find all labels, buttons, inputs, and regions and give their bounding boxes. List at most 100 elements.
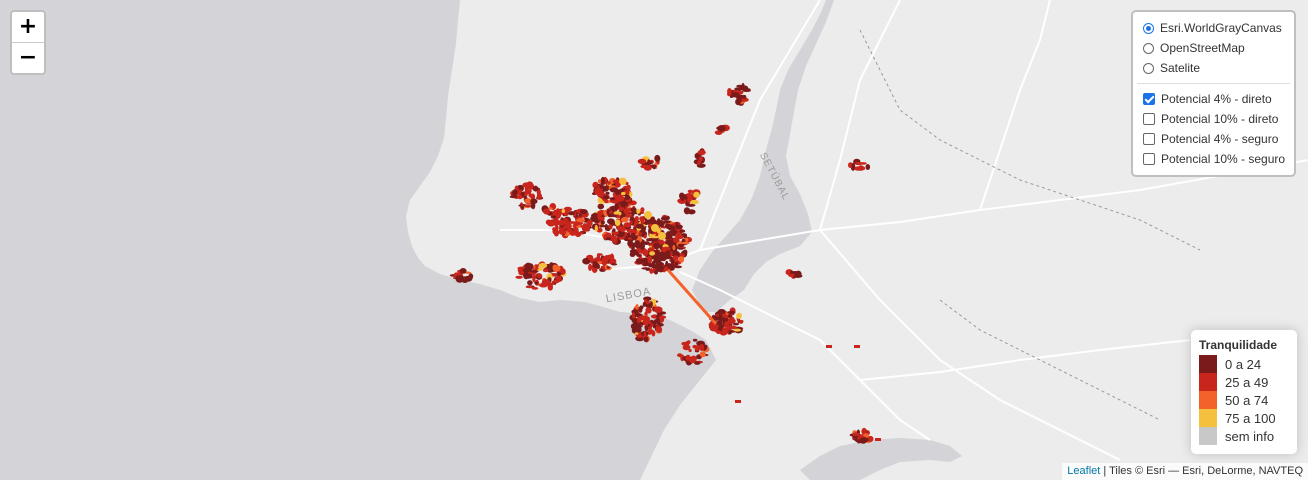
tranquilidade-polygon[interactable] bbox=[875, 438, 881, 441]
tranquilidade-polygon[interactable] bbox=[692, 338, 698, 342]
tranquilidade-polygon[interactable] bbox=[625, 213, 631, 218]
tranquilidade-polygon[interactable] bbox=[717, 125, 726, 132]
tranquilidade-polygon[interactable] bbox=[735, 98, 741, 106]
tranquilidade-polygon[interactable] bbox=[555, 276, 560, 281]
tranquilidade-polygon[interactable] bbox=[640, 218, 645, 225]
tranquilidade-polygon[interactable] bbox=[626, 228, 636, 234]
tranquilidade-polygon[interactable] bbox=[604, 223, 608, 231]
tranquilidade-polygon[interactable] bbox=[679, 229, 686, 233]
tranquilidade-polygon[interactable] bbox=[855, 166, 860, 171]
tranquilidade-polygon[interactable] bbox=[611, 231, 619, 235]
tranquilidade-polygon[interactable] bbox=[641, 257, 648, 262]
tranquilidade-polygon[interactable] bbox=[635, 223, 644, 229]
tranquilidade-polygon[interactable] bbox=[636, 253, 642, 257]
tranquilidade-polygon[interactable] bbox=[599, 185, 608, 190]
tranquilidade-polygon[interactable] bbox=[614, 219, 621, 226]
radio-icon[interactable] bbox=[1143, 62, 1154, 74]
tranquilidade-polygon[interactable] bbox=[563, 206, 572, 212]
tranquilidade-polygon[interactable] bbox=[654, 269, 658, 275]
tranquilidade-polygon[interactable] bbox=[690, 199, 699, 205]
tranquilidade-polygon[interactable] bbox=[552, 228, 559, 235]
tranquilidade-polygon[interactable] bbox=[573, 227, 579, 233]
tranquilidade-polygon[interactable] bbox=[524, 198, 532, 204]
tranquilidade-polygon[interactable] bbox=[601, 217, 605, 221]
tranquilidade-polygon[interactable] bbox=[547, 284, 553, 291]
tranquilidade-polygon[interactable] bbox=[554, 210, 562, 216]
overlay-option-10-seguro[interactable]: Potencial 10% - seguro bbox=[1143, 149, 1290, 169]
tranquilidade-polygon[interactable] bbox=[553, 223, 559, 226]
tranquilidade-polygon[interactable] bbox=[687, 209, 696, 215]
tranquilidade-polygon[interactable] bbox=[688, 348, 692, 353]
tranquilidade-polygon[interactable] bbox=[619, 226, 626, 233]
tranquilidade-polygon[interactable] bbox=[640, 231, 646, 237]
tranquilidade-polygon[interactable] bbox=[609, 187, 619, 193]
tranquilidade-polygon[interactable] bbox=[527, 263, 534, 271]
tranquilidade-polygon[interactable] bbox=[659, 315, 664, 323]
tranquilidade-polygon[interactable] bbox=[647, 255, 653, 264]
tranquilidade-polygon[interactable] bbox=[612, 179, 622, 184]
tranquilidade-polygon[interactable] bbox=[598, 205, 604, 210]
tranquilidade-polygon[interactable] bbox=[741, 97, 749, 102]
tranquilidade-polygon[interactable] bbox=[523, 271, 530, 280]
tranquilidade-polygon[interactable] bbox=[534, 281, 539, 285]
tranquilidade-polygon[interactable] bbox=[610, 219, 615, 225]
tranquilidade-polygon[interactable] bbox=[552, 265, 561, 272]
tranquilidade-polygon[interactable] bbox=[528, 193, 534, 198]
tranquilidade-polygon[interactable] bbox=[561, 209, 566, 213]
tranquilidade-polygon[interactable] bbox=[518, 194, 523, 200]
tranquilidade-polygon[interactable] bbox=[717, 309, 726, 314]
tranquilidade-polygon[interactable] bbox=[619, 177, 627, 185]
tranquilidade-polygon[interactable] bbox=[596, 227, 603, 233]
tranquilidade-polygon[interactable] bbox=[654, 257, 664, 262]
tranquilidade-polygon[interactable] bbox=[641, 241, 651, 245]
tranquilidade-polygon[interactable] bbox=[848, 162, 853, 169]
tranquilidade-polygon[interactable] bbox=[863, 433, 869, 438]
tranquilidade-polygon[interactable] bbox=[600, 176, 606, 185]
tranquilidade-polygon[interactable] bbox=[531, 287, 539, 290]
tranquilidade-polygon[interactable] bbox=[464, 275, 473, 282]
tranquilidade-polygon[interactable] bbox=[617, 227, 621, 232]
tranquilidade-polygon[interactable] bbox=[553, 279, 560, 284]
tranquilidade-polygon[interactable] bbox=[685, 354, 691, 361]
tranquilidade-polygon[interactable] bbox=[667, 263, 671, 269]
tranquilidade-polygon[interactable] bbox=[642, 318, 649, 326]
tranquilidade-polygon[interactable] bbox=[524, 192, 528, 197]
tranquilidade-polygon[interactable] bbox=[651, 260, 656, 267]
tranquilidade-polygon[interactable] bbox=[660, 216, 669, 221]
tranquilidade-polygon[interactable] bbox=[652, 165, 656, 170]
tranquilidade-polygon[interactable] bbox=[649, 301, 653, 307]
tranquilidade-polygon[interactable] bbox=[528, 189, 532, 193]
tranquilidade-polygon[interactable] bbox=[610, 237, 618, 242]
tranquilidade-polygon[interactable] bbox=[627, 237, 632, 240]
tranquilidade-polygon[interactable] bbox=[861, 427, 867, 435]
tranquilidade-polygon[interactable] bbox=[728, 329, 732, 335]
tranquilidade-polygon[interactable] bbox=[719, 330, 728, 336]
tranquilidade-polygon[interactable] bbox=[581, 225, 590, 232]
tranquilidade-polygon[interactable] bbox=[687, 189, 693, 194]
tranquilidade-polygon[interactable] bbox=[709, 324, 719, 332]
tranquilidade-polygon[interactable] bbox=[610, 205, 619, 211]
overlay-option-4-direto[interactable]: Potencial 4% - direto bbox=[1143, 89, 1290, 109]
tranquilidade-polygon[interactable] bbox=[512, 189, 517, 196]
tranquilidade-polygon[interactable] bbox=[631, 318, 639, 324]
tranquilidade-polygon[interactable] bbox=[658, 232, 666, 240]
tranquilidade-polygon[interactable] bbox=[536, 193, 543, 200]
tranquilidade-polygon[interactable] bbox=[616, 194, 624, 202]
tranquilidade-polygon[interactable] bbox=[645, 307, 650, 313]
tranquilidade-polygon[interactable] bbox=[637, 158, 647, 165]
checkbox-icon[interactable] bbox=[1143, 113, 1155, 125]
tranquilidade-polygon[interactable] bbox=[642, 301, 647, 307]
tranquilidade-polygon[interactable] bbox=[660, 221, 665, 227]
tranquilidade-polygon[interactable] bbox=[678, 256, 685, 263]
checkbox-checked-icon[interactable] bbox=[1143, 93, 1155, 105]
tranquilidade-polygon[interactable] bbox=[629, 249, 636, 254]
basemap-option-esri[interactable]: Esri.WorldGrayCanvas bbox=[1143, 18, 1290, 38]
tranquilidade-polygon[interactable] bbox=[672, 244, 676, 251]
tranquilidade-polygon[interactable] bbox=[674, 265, 682, 269]
tranquilidade-polygon[interactable] bbox=[724, 321, 730, 327]
tranquilidade-polygon[interactable] bbox=[509, 195, 518, 199]
tranquilidade-polygon[interactable] bbox=[529, 270, 539, 273]
tranquilidade-polygon[interactable] bbox=[609, 210, 613, 214]
tranquilidade-polygon[interactable] bbox=[672, 255, 679, 261]
tranquilidade-polygon[interactable] bbox=[556, 272, 562, 276]
